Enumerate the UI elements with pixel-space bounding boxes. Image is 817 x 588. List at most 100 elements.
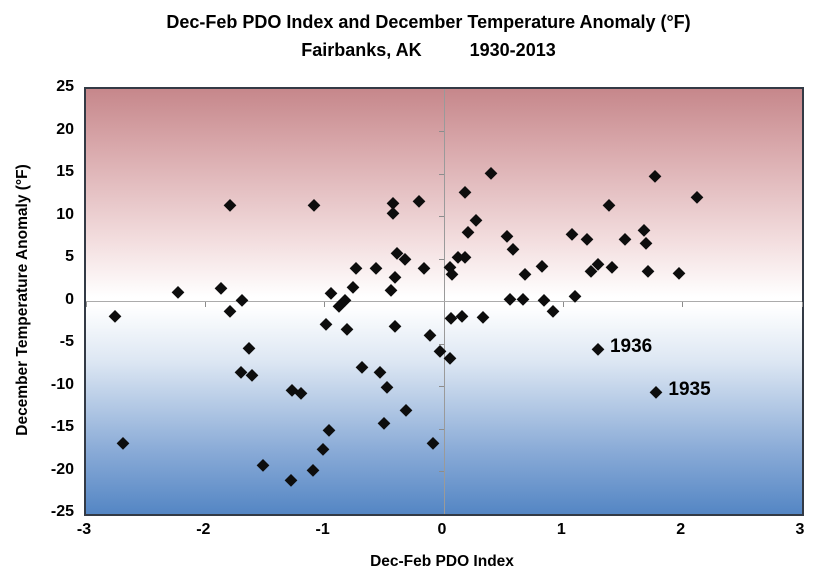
data-point	[443, 352, 456, 365]
data-point	[642, 264, 655, 277]
data-point	[341, 322, 354, 335]
data-point	[470, 213, 483, 226]
chart-subtitle: Fairbanks, AK 1930-2013	[40, 40, 817, 61]
x-tick-label: 2	[676, 521, 686, 538]
data-point	[399, 404, 412, 417]
data-point	[455, 309, 468, 322]
y-axis-tick	[439, 258, 444, 260]
data-point	[516, 292, 529, 305]
data-point	[546, 304, 559, 317]
data-point	[285, 473, 298, 487]
data-point	[619, 233, 632, 246]
data-point	[673, 267, 686, 280]
x-axis-tick	[324, 301, 326, 307]
data-point	[324, 286, 337, 300]
x-tick-label: -2	[196, 521, 211, 538]
x-axis-tick	[682, 301, 684, 307]
y-axis-tick	[439, 216, 444, 217]
data-point	[591, 343, 604, 356]
data-point	[224, 304, 237, 317]
data-point	[386, 207, 399, 220]
x-axis-title: Dec-Feb PDO Index	[370, 553, 514, 570]
data-point	[484, 167, 497, 180]
plot-area	[84, 87, 804, 516]
data-point	[385, 284, 398, 297]
data-point	[427, 437, 440, 450]
x-tick-label: -1	[315, 521, 330, 538]
data-point	[389, 270, 402, 283]
zero-gridline-horizontal	[86, 301, 802, 302]
y-axis-tick	[439, 386, 444, 387]
y-axis-tick	[439, 343, 444, 345]
data-point	[602, 199, 615, 212]
x-tick-label: -3	[76, 521, 92, 538]
data-point	[417, 261, 430, 274]
data-point	[459, 251, 472, 264]
y-tick-label: -15	[50, 418, 74, 435]
y-tick-label: -10	[50, 375, 74, 393]
data-point	[565, 227, 578, 240]
y-tick-label: 10	[56, 205, 74, 223]
y-axis-tick	[439, 428, 444, 430]
data-point	[235, 366, 248, 379]
data-point	[638, 224, 651, 237]
data-point	[373, 366, 386, 379]
data-point	[650, 385, 663, 398]
data-point	[581, 232, 594, 245]
data-point	[116, 436, 129, 449]
y-tick-label: -5	[59, 333, 74, 350]
data-point	[214, 281, 227, 294]
x-axis-tick	[85, 301, 87, 307]
data-point	[535, 259, 548, 272]
data-point	[477, 310, 490, 323]
x-tick-label: 1	[556, 521, 566, 538]
y-tick-label: -25	[50, 503, 74, 520]
data-point	[639, 236, 652, 249]
y-tick-label: -20	[50, 460, 74, 478]
y-tick-label: 0	[65, 290, 74, 308]
data-point	[507, 242, 520, 255]
data-point	[503, 292, 516, 305]
data-point	[307, 198, 320, 211]
data-point	[243, 342, 256, 355]
data-point	[445, 311, 458, 324]
data-point	[389, 320, 402, 333]
data-point	[245, 369, 258, 382]
data-point	[369, 261, 382, 274]
data-point	[355, 360, 368, 373]
data-point	[347, 281, 360, 294]
data-point	[323, 423, 336, 436]
data-point	[412, 195, 425, 208]
data-point	[538, 293, 551, 306]
data-point	[434, 344, 447, 357]
data-point	[519, 268, 532, 281]
data-point	[224, 199, 237, 212]
chart-subtitle-location: Fairbanks, AK	[301, 40, 422, 60]
data-point	[690, 190, 703, 203]
y-axis-tick	[439, 173, 444, 175]
y-tick-label: 5	[65, 248, 74, 265]
data-point	[171, 286, 184, 299]
data-point	[108, 309, 121, 322]
point-year-label: 1936	[609, 336, 653, 358]
data-point	[349, 262, 362, 275]
chart-title: Dec-Feb PDO Index and December Temperatu…	[166, 12, 691, 32]
data-point	[380, 380, 393, 393]
y-tick-label: 15	[56, 163, 74, 180]
x-axis-tick	[801, 301, 803, 307]
data-point	[236, 293, 249, 306]
data-point	[256, 458, 269, 471]
y-tick-label: 25	[56, 78, 74, 95]
chart-subtitle-years: 1930-2013	[469, 40, 556, 60]
data-point	[459, 185, 472, 198]
x-axis-tick	[204, 301, 206, 307]
data-point	[606, 260, 619, 273]
data-point	[461, 225, 474, 238]
x-tick-label: 0	[437, 521, 447, 538]
y-axis-tick	[439, 131, 444, 132]
data-point	[423, 328, 436, 341]
data-point	[319, 317, 332, 330]
data-point	[446, 268, 459, 281]
x-tick-label: 3	[795, 521, 805, 538]
